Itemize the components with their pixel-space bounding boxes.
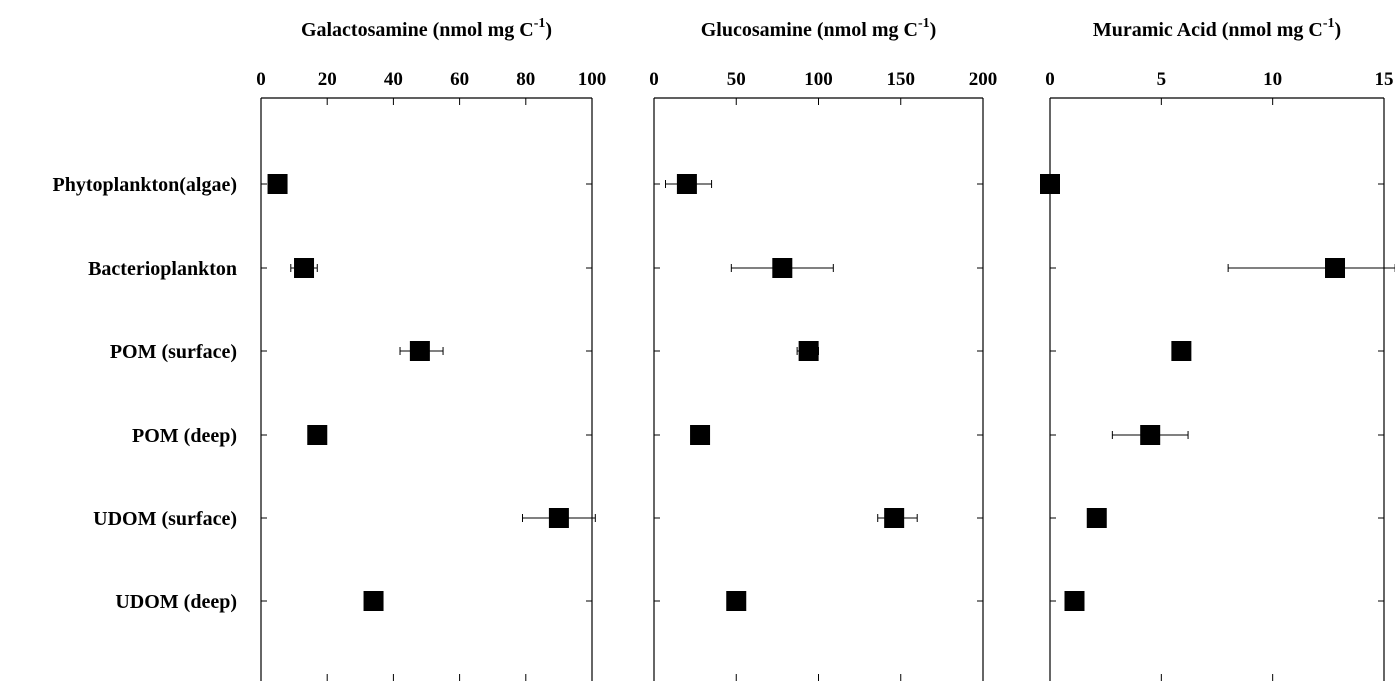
category-label: Bacterioplankton xyxy=(88,258,237,280)
data-point-marker xyxy=(676,174,697,194)
data-point-marker xyxy=(1140,425,1161,445)
data-point-marker xyxy=(798,341,819,361)
panel-title-close: ) xyxy=(1334,19,1341,41)
data-point-marker xyxy=(307,425,328,445)
tick-label: 100 xyxy=(578,69,607,90)
category-label: POM (surface) xyxy=(110,341,237,363)
tick-label: 150 xyxy=(887,69,916,90)
panel-title: Galactosamine (nmol mg C-1) xyxy=(301,16,552,41)
data-point-marker xyxy=(294,258,315,278)
tick-label: 60 xyxy=(450,69,469,90)
data-point-marker xyxy=(1325,258,1346,278)
category-label: UDOM (deep) xyxy=(115,591,237,613)
panel-title-superscript: -1 xyxy=(1323,16,1335,31)
category-label: UDOM (surface) xyxy=(93,508,237,530)
data-point-marker xyxy=(363,591,384,611)
data-point-marker xyxy=(690,425,711,445)
panel-title-main: Galactosamine (nmol mg C xyxy=(301,19,534,41)
panel-title-close: ) xyxy=(545,19,552,41)
category-labels: Phytoplankton(algae) Bacterioplankton POM … xyxy=(53,174,237,613)
data-point-marker xyxy=(409,341,430,361)
tick-label: 10 xyxy=(1263,69,1282,90)
data-point-marker xyxy=(772,258,793,278)
tick-label: 40 xyxy=(384,69,403,90)
chart-panels: Galactosamine (nmol mg C-1)0 20 40 60 80 100G… xyxy=(256,16,1395,681)
data-point-marker xyxy=(1171,341,1192,361)
tick-label: 200 xyxy=(969,69,998,90)
data-point-marker xyxy=(884,508,905,528)
panel-title-main: Muramic Acid (nmol mg C xyxy=(1093,19,1323,41)
panel-2: Glucosamine (nmol mg C-1) 0 50 100 150 200 xyxy=(649,16,997,681)
panel-title: Glucosamine (nmol mg C-1) xyxy=(701,16,937,41)
data-point-marker xyxy=(1064,591,1085,611)
tick-label: 50 xyxy=(727,69,746,90)
tick-label: 0 xyxy=(649,69,659,90)
data-point-marker xyxy=(267,174,288,194)
category-label: POM (deep) xyxy=(132,425,237,447)
panel-title-close: ) xyxy=(930,19,937,41)
panel-title: Muramic Acid (nmol mg C-1) xyxy=(1093,16,1341,41)
tick-label: 15 xyxy=(1375,69,1394,90)
category-label: Phytoplankton(algae) xyxy=(53,174,237,196)
panel-1: Galactosamine (nmol mg C-1) 0 20 40 60 80 100 xyxy=(256,16,606,681)
data-point-marker xyxy=(726,591,747,611)
tick-label: 20 xyxy=(318,69,337,90)
tick-label: 0 xyxy=(256,69,266,90)
tick-label: 5 xyxy=(1157,69,1167,90)
tick-label: 0 xyxy=(1045,69,1055,90)
panel-title-superscript: -1 xyxy=(918,16,930,31)
tick-label: 80 xyxy=(516,69,535,90)
panel-title-superscript: -1 xyxy=(534,16,546,31)
data-point-marker xyxy=(1086,508,1107,528)
data-point-marker xyxy=(1040,174,1060,194)
panel-3: Muramic Acid (nmol mg C-1) 0 5 10 15 xyxy=(1040,16,1395,681)
panel-title-main: Glucosamine (nmol mg C xyxy=(701,19,918,41)
tick-label: 100 xyxy=(804,69,833,90)
data-point-marker xyxy=(548,508,569,528)
